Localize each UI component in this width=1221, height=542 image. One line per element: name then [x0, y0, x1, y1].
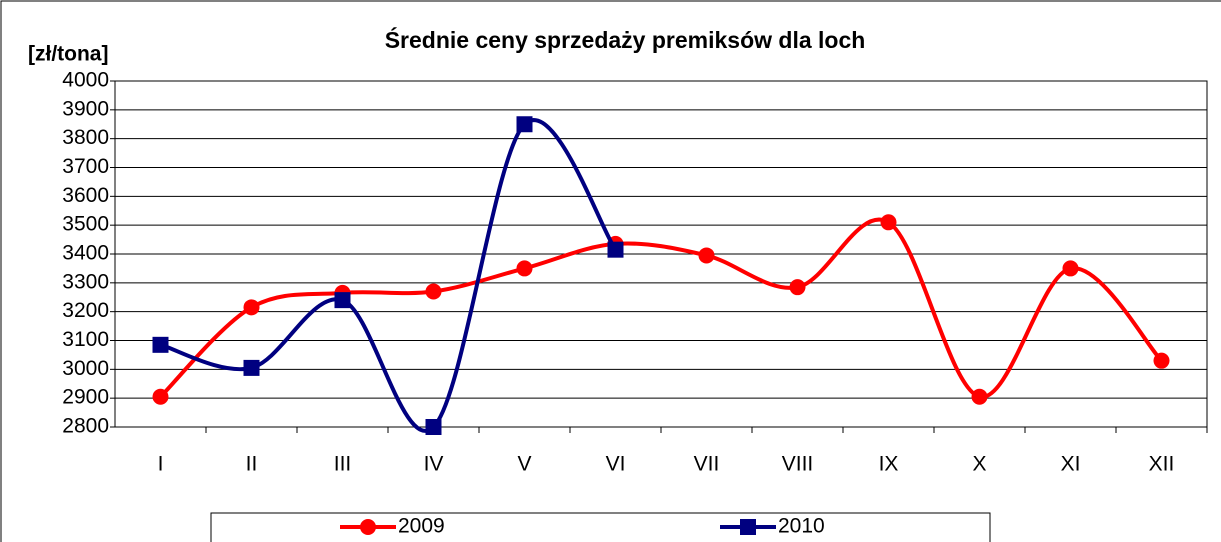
data-point: [971, 388, 988, 405]
y-tick-label: 3800: [62, 126, 109, 149]
legend-label: 2010: [778, 515, 825, 538]
y-tick-label: 3200: [62, 299, 109, 322]
data-point: [425, 283, 442, 300]
x-tick-label: V: [517, 453, 531, 476]
data-point: [152, 388, 169, 405]
legend-label: 2009: [398, 515, 445, 538]
y-axis-label: [zł/tona]: [28, 43, 108, 66]
y-tick-label: 4000: [62, 69, 109, 92]
x-tick-label: IV: [424, 453, 444, 476]
x-tick-label: I: [158, 453, 164, 476]
y-tick-label: 3600: [62, 184, 109, 207]
data-point: [334, 292, 351, 309]
y-tick-label: 2900: [62, 386, 109, 409]
data-point: [243, 299, 260, 316]
data-point: [1153, 352, 1170, 369]
y-tick-label: 3100: [62, 328, 109, 351]
data-point: [516, 116, 533, 133]
chart-title: Średnie ceny sprzedaży premiksów dla loc…: [385, 26, 866, 53]
y-tick-label: 3300: [62, 270, 109, 293]
y-tick-label: 3700: [62, 155, 109, 178]
data-point: [789, 279, 806, 296]
y-tick-label: 2800: [62, 415, 109, 438]
data-point: [425, 419, 442, 435]
x-tick-label: III: [334, 453, 352, 476]
x-tick-label: XI: [1061, 453, 1081, 476]
legend-marker: [360, 519, 376, 535]
x-tick-label: VI: [606, 453, 626, 476]
data-point: [152, 336, 169, 353]
y-tick-label: 3900: [62, 97, 109, 120]
legend-marker: [740, 519, 756, 535]
x-tick-label: VIII: [782, 453, 814, 476]
data-point: [880, 214, 897, 231]
x-tick-label: X: [972, 453, 986, 476]
y-tick-label: 3400: [62, 242, 109, 265]
data-point: [516, 260, 533, 277]
y-tick-label: 3000: [62, 357, 109, 380]
data-point: [243, 359, 260, 376]
legend: [210, 512, 991, 542]
data-point: [1062, 260, 1079, 277]
y-tick-label: 3500: [62, 213, 109, 236]
data-point: [698, 247, 715, 264]
x-tick-label: VII: [694, 453, 720, 476]
data-point: [607, 241, 624, 258]
x-tick-label: IX: [879, 453, 899, 476]
x-tick-label: II: [246, 453, 258, 476]
x-tick-label: XII: [1149, 453, 1175, 476]
